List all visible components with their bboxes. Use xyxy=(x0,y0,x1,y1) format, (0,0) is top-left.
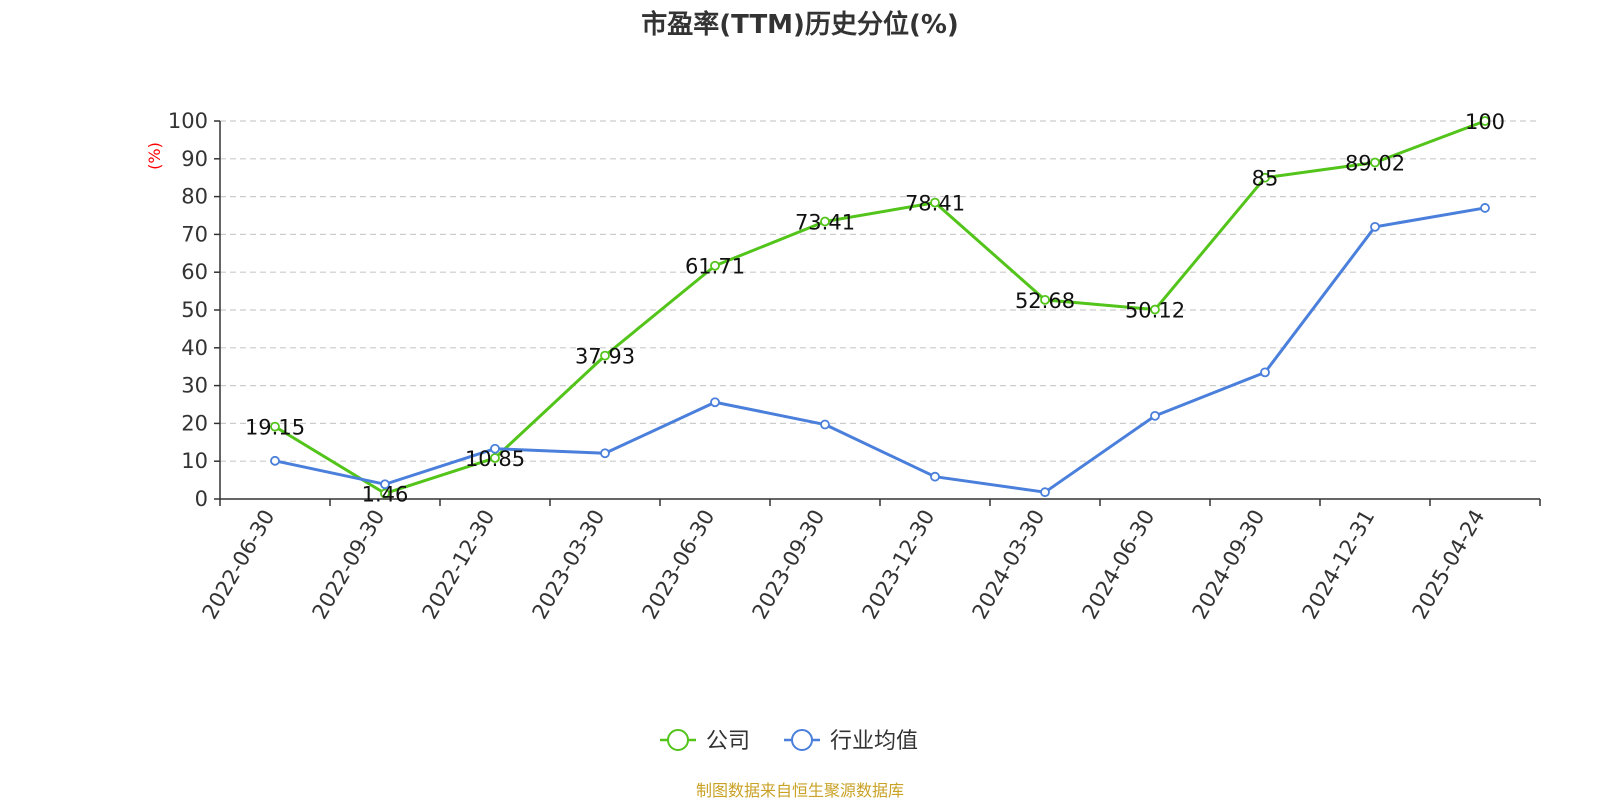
x-tick-label: 2022-09-30 xyxy=(308,506,390,624)
data-point[interactable] xyxy=(1260,367,1270,378)
grid-lines xyxy=(220,120,1540,462)
data-point[interactable] xyxy=(1150,410,1160,421)
data-point[interactable] xyxy=(1370,221,1380,232)
data-point[interactable] xyxy=(1480,116,1490,126)
y-tick-label: 40 xyxy=(181,336,208,360)
y-tick-label: 10 xyxy=(181,449,208,473)
data-label: 1.46 xyxy=(362,482,409,506)
x-tick-label: 2023-06-30 xyxy=(638,506,720,624)
data-label: 78.41 xyxy=(905,192,965,216)
data-point[interactable] xyxy=(1040,294,1050,305)
series-lines xyxy=(270,116,1490,499)
source-note: 制图数据来自恒生聚源数据库 xyxy=(696,781,904,800)
data-point[interactable] xyxy=(1370,157,1380,168)
data-label: 100 xyxy=(1465,110,1505,134)
data-label: 85 xyxy=(1252,167,1279,191)
data-point[interactable] xyxy=(710,260,720,271)
y-tick-label: 60 xyxy=(181,260,208,284)
legend-item-0[interactable]: 公司 xyxy=(660,729,750,754)
x-tick-label: 2022-06-30 xyxy=(198,506,280,624)
data-label: 89.02 xyxy=(1345,152,1405,176)
data-point[interactable] xyxy=(490,443,500,454)
legend-marker xyxy=(791,729,813,751)
y-tick-label: 100 xyxy=(168,109,208,133)
legend-marker xyxy=(667,729,689,751)
legend[interactable]: 公司 行业均值 xyxy=(660,729,918,754)
x-tick-label: 2023-03-30 xyxy=(528,506,610,624)
y-tick-label: 0 xyxy=(195,487,208,511)
data-point[interactable] xyxy=(270,421,280,432)
data-point[interactable] xyxy=(380,479,390,490)
data-label: 73.41 xyxy=(795,211,855,235)
chart-title: 市盈率(TTM)历史分位(%) xyxy=(641,9,959,40)
data-label: 61.71 xyxy=(685,255,745,279)
data-point[interactable] xyxy=(820,419,830,430)
y-tick-label: 90 xyxy=(181,147,208,171)
data-label: 52.68 xyxy=(1015,289,1075,313)
data-point[interactable] xyxy=(930,471,940,482)
legend-item-1[interactable]: 行业均值 xyxy=(784,729,918,754)
y-tick-label: 50 xyxy=(181,298,208,322)
data-point[interactable] xyxy=(1150,304,1160,315)
data-point[interactable] xyxy=(600,350,610,361)
data-point[interactable] xyxy=(710,397,720,408)
x-tick-label: 2024-06-30 xyxy=(1078,506,1160,624)
x-tick-label: 2023-09-30 xyxy=(748,506,830,624)
data-point[interactable] xyxy=(490,453,500,463)
legend-label: 行业均值 xyxy=(830,729,918,754)
series-line-0 xyxy=(274,119,1486,495)
y-tick-label: 30 xyxy=(181,374,208,398)
axes: 0 10 20 30 40 50 60 70 80 90 100 2022-06-30 2022-09-… xyxy=(168,109,1541,624)
y-axis-label: (%) xyxy=(145,142,164,170)
x-tick-label: 2022-12-30 xyxy=(418,506,500,624)
data-label: 37.93 xyxy=(575,345,635,369)
data-point[interactable] xyxy=(930,197,940,208)
x-tick-label: 2023-12-30 xyxy=(858,506,940,624)
y-tick-label: 70 xyxy=(181,222,208,246)
x-tick-label: 2024-03-30 xyxy=(968,506,1050,624)
legend-label: 公司 xyxy=(706,729,750,754)
y-tick-label: 80 xyxy=(181,185,208,209)
x-tick-label: 2025-04-24 xyxy=(1408,506,1490,624)
data-point[interactable] xyxy=(1480,203,1490,213)
x-tick-label: 2024-09-30 xyxy=(1188,506,1270,624)
y-tick-label: 20 xyxy=(181,411,208,435)
data-point[interactable] xyxy=(820,216,830,227)
data-label: 19.15 xyxy=(245,416,305,440)
data-point[interactable] xyxy=(1260,172,1270,183)
data-label: 10.85 xyxy=(465,447,525,471)
data-label: 50.12 xyxy=(1125,299,1185,323)
data-point[interactable] xyxy=(600,448,610,459)
data-labels: 19.15 1.46 10.85 37.93 61.71 73.41 78.41 52.68 5… xyxy=(245,110,1505,506)
data-point[interactable] xyxy=(1040,487,1050,498)
data-point[interactable] xyxy=(270,455,280,466)
series-line-1 xyxy=(274,206,1486,494)
data-point[interactable] xyxy=(380,488,390,499)
x-tick-label: 2024-12-31 xyxy=(1298,506,1380,624)
